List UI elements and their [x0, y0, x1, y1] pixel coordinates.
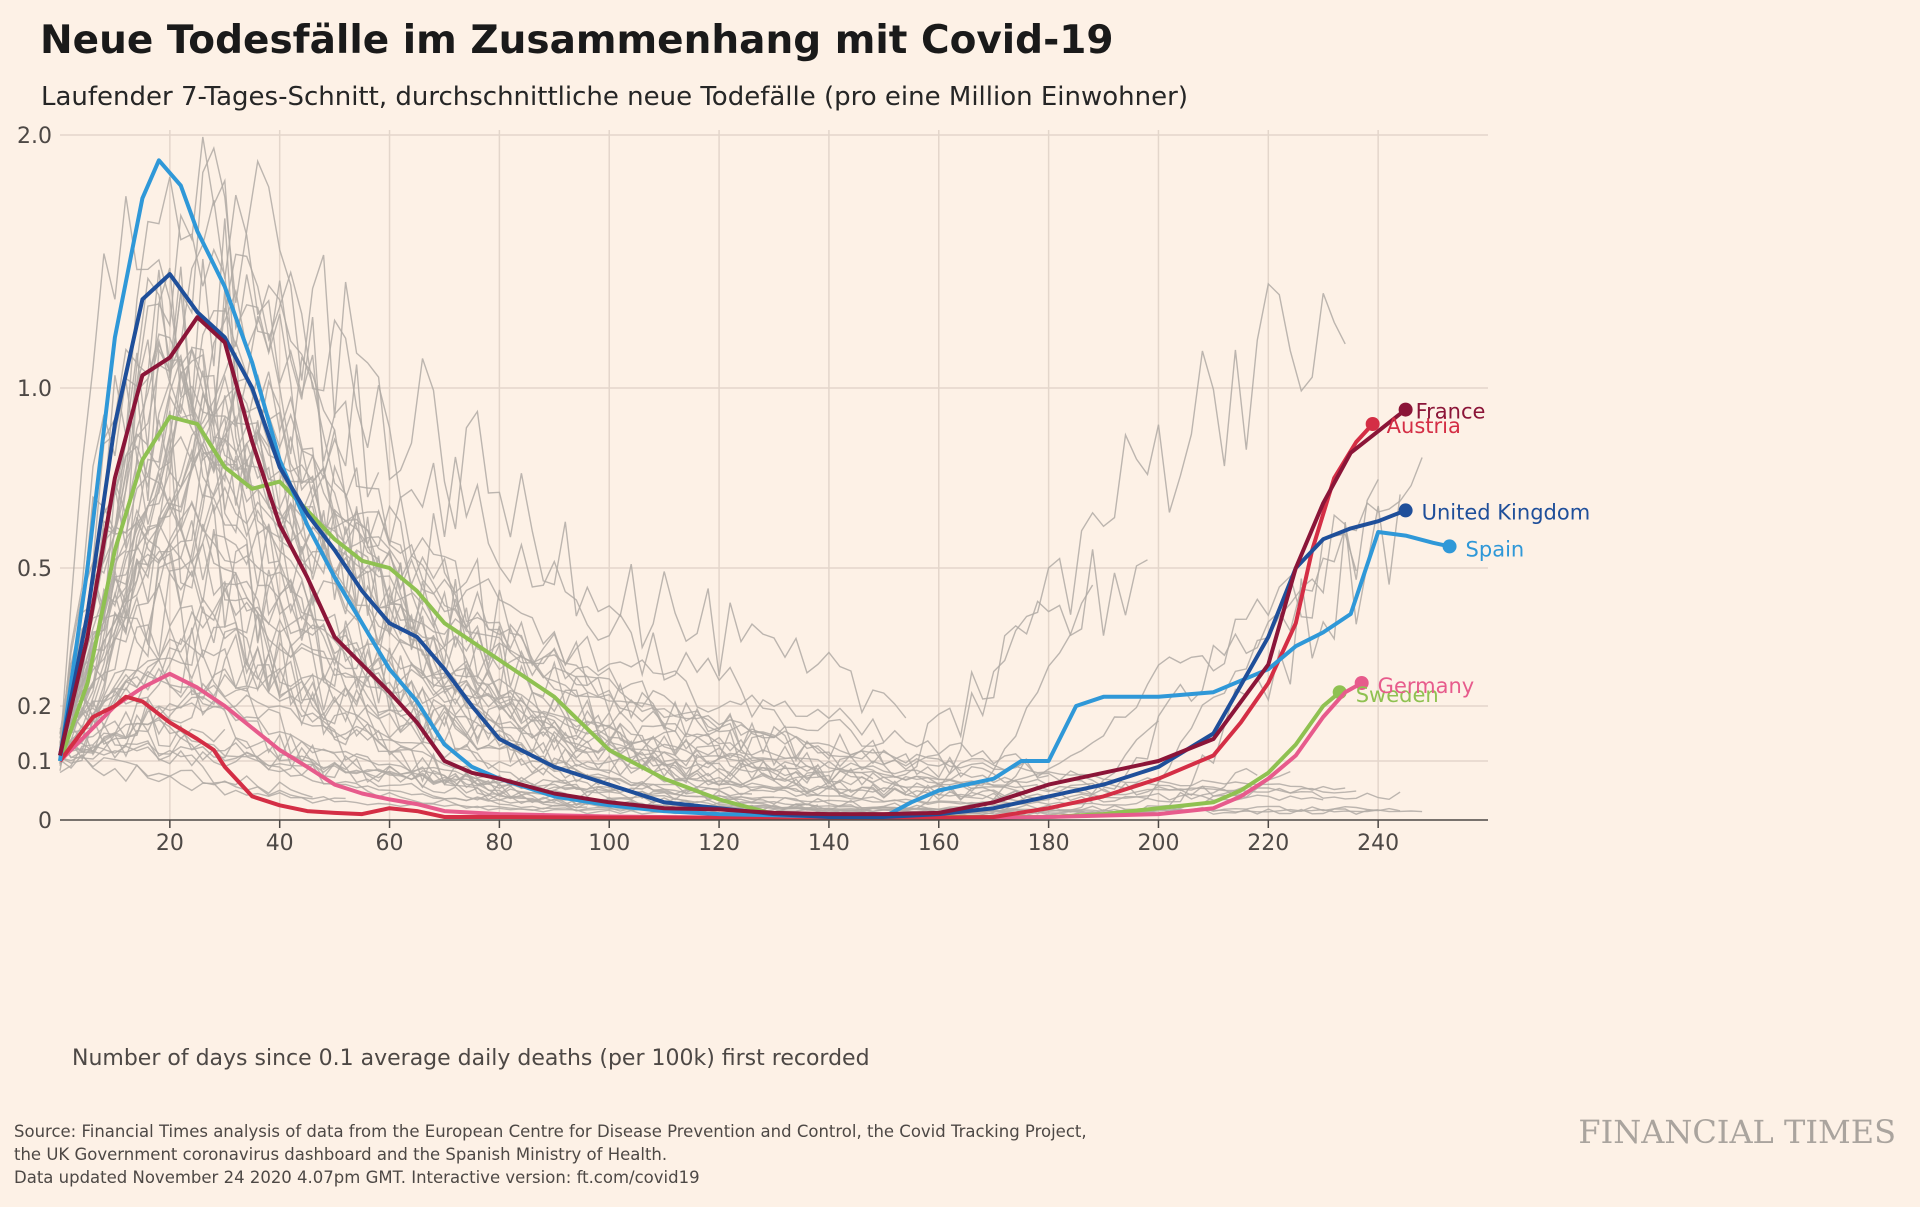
- source-line-2: the UK Government coronavirus dashboard …: [14, 1145, 668, 1164]
- background-country-line: [59, 253, 1357, 778]
- x-tick-label: 200: [1137, 831, 1179, 856]
- x-tick-label: 60: [376, 831, 404, 856]
- series-label-france: France: [1416, 400, 1486, 424]
- background-country-line: [59, 274, 588, 740]
- series-line-spain: [58, 158, 1451, 819]
- x-tick-label: 180: [1028, 831, 1070, 856]
- series-endpoint-germany: [1354, 676, 1369, 690]
- series-line-sweden: [58, 414, 1341, 819]
- background-country-line: [59, 580, 1006, 803]
- background-country-line: [59, 353, 1401, 813]
- y-tick-label: 0.1: [17, 750, 52, 775]
- background-country-line: [59, 729, 313, 798]
- x-tick-label: 240: [1357, 831, 1399, 856]
- chart-subtitle: Laufender 7-Tages-Schnitt, durchschnittl…: [41, 82, 1188, 112]
- background-country-line: [59, 494, 907, 799]
- source-line-1: Source: Financial Times analysis of data…: [14, 1122, 1087, 1141]
- series-label-spain: Spain: [1466, 537, 1525, 561]
- series-label-sweden: Sweden: [1356, 683, 1439, 707]
- y-tick-label: 0: [38, 809, 52, 834]
- series-line-united-kingdom: [58, 272, 1407, 819]
- chart-title: Neue Todesfälle im Zusammenhang mit Covi…: [40, 18, 1114, 63]
- y-tick-label: 1.0: [17, 377, 52, 402]
- x-tick-label: 100: [588, 831, 630, 856]
- series-label-austria: Austria: [1387, 414, 1461, 438]
- x-tick-label: 160: [918, 831, 960, 856]
- background-country-line: [59, 595, 1258, 798]
- series-line-austria: [58, 422, 1375, 821]
- background-country-line: [59, 282, 1346, 812]
- x-tick-label: 80: [485, 831, 513, 856]
- series-endpoint-united-kingdom: [1398, 503, 1413, 518]
- y-tick-label: 0.5: [17, 557, 52, 582]
- background-country-line: [59, 283, 1291, 815]
- background-country-line: [59, 457, 1423, 806]
- x-tick-label: 140: [808, 831, 850, 856]
- background-country-line: [59, 584, 336, 758]
- background-country-line: [59, 333, 874, 785]
- x-axis-label: Number of days since 0.1 average daily d…: [72, 1046, 870, 1071]
- source-note: Source: Financial Times analysis of data…: [14, 1120, 1087, 1189]
- background-country-line: [59, 694, 1324, 801]
- background-country-line: [59, 388, 1094, 786]
- background-country-line: [59, 741, 753, 797]
- x-tick-label: 20: [156, 831, 184, 856]
- series-line-germany: [58, 671, 1363, 821]
- source-line-3: Data updated November 24 2020 4.07pm GMT…: [14, 1168, 700, 1187]
- series-label-germany: Germany: [1378, 674, 1475, 698]
- series-endpoint-spain: [1442, 539, 1457, 554]
- background-country-line: [59, 385, 775, 752]
- y-tick-label: 0.2: [17, 695, 52, 720]
- x-tick-label: 220: [1247, 831, 1289, 856]
- series-line-france: [58, 315, 1407, 817]
- background-country-line: [59, 379, 1016, 807]
- background-country-line: [59, 146, 907, 734]
- financial-times-logo: FINANCIAL TIMES: [1578, 1113, 1896, 1151]
- series-label-united-kingdom: United Kingdom: [1422, 500, 1591, 524]
- series-endpoint-france: [1398, 402, 1413, 417]
- series-endpoint-austria: [1365, 417, 1380, 431]
- highlighted-series: [58, 158, 1457, 821]
- x-tick-label: 120: [698, 831, 740, 856]
- background-country-line: [59, 196, 654, 767]
- y-tick-label: 2.0: [17, 124, 52, 149]
- x-tick-label: 40: [266, 831, 294, 856]
- background-country-line: [59, 494, 1401, 804]
- background-country-line: [59, 291, 1148, 782]
- axes: 20 40 60 80 100 120 140 160 180 200 220 240 0 0.1 0.2 0…: [17, 124, 1488, 856]
- background-country-line: [59, 663, 511, 759]
